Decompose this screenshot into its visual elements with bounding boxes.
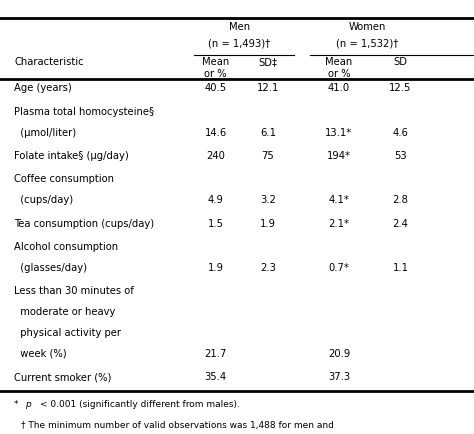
Text: 41.0: 41.0 [328,83,350,93]
Text: 3.2: 3.2 [260,195,276,205]
Text: 21.7: 21.7 [204,349,227,359]
Text: 35.4: 35.4 [205,372,227,382]
Text: SD: SD [393,57,408,67]
Text: 2.8: 2.8 [392,195,409,205]
Text: Plasma total homocysteine§: Plasma total homocysteine§ [14,107,155,117]
Text: (μmol/liter): (μmol/liter) [14,128,76,138]
Text: 6.1: 6.1 [260,128,276,138]
Text: Men: Men [229,22,250,32]
Text: SD‡: SD‡ [258,57,277,67]
Text: (n = 1,532)†: (n = 1,532)† [336,38,399,48]
Text: (glasses/day): (glasses/day) [14,263,87,273]
Text: Mean
or %: Mean or % [202,57,229,79]
Text: 1.9: 1.9 [260,219,276,229]
Text: 40.5: 40.5 [205,83,227,93]
Text: Age (years): Age (years) [14,83,72,93]
Text: 1.5: 1.5 [208,219,224,229]
Text: Coffee consumption: Coffee consumption [14,174,114,184]
Text: Folate intake§ (μg/day): Folate intake§ (μg/day) [14,151,129,161]
Text: Less than 30 minutes of: Less than 30 minutes of [14,286,134,296]
Text: Alcohol consumption: Alcohol consumption [14,242,118,252]
Text: *: * [14,400,22,409]
Text: (cups/day): (cups/day) [14,195,73,205]
Text: 1.1: 1.1 [392,263,409,273]
Text: 4.6: 4.6 [392,128,409,138]
Text: 75: 75 [262,151,274,161]
Text: (n = 1,493)†: (n = 1,493)† [208,38,271,48]
Text: < 0.001 (significantly different from males).: < 0.001 (significantly different from ma… [37,400,240,409]
Text: 20.9: 20.9 [328,349,350,359]
Text: 12.1: 12.1 [256,83,279,93]
Text: physical activity per: physical activity per [14,328,121,338]
Text: 194*: 194* [327,151,351,161]
Text: 53: 53 [394,151,407,161]
Text: 2.3: 2.3 [260,263,276,273]
Text: 37.3: 37.3 [328,372,350,382]
Text: moderate or heavy: moderate or heavy [14,307,116,317]
Text: 12.5: 12.5 [389,83,412,93]
Text: 2.1*: 2.1* [328,219,349,229]
Text: Current smoker (%): Current smoker (%) [14,372,111,382]
Text: Tea consumption (cups/day): Tea consumption (cups/day) [14,219,155,229]
Text: 14.6: 14.6 [205,128,227,138]
Text: † The minimum number of valid observations was 1,488 for men and: † The minimum number of valid observatio… [21,421,334,430]
Text: 240: 240 [206,151,225,161]
Text: 0.7*: 0.7* [328,263,349,273]
Text: Mean
or %: Mean or % [325,57,353,79]
Text: week (%): week (%) [14,349,67,359]
Text: Women: Women [349,22,386,32]
Text: Characteristic: Characteristic [14,57,84,67]
Text: p: p [25,400,30,409]
Text: 1.9: 1.9 [208,263,224,273]
Text: 13.1*: 13.1* [325,128,353,138]
Text: 2.4: 2.4 [392,219,409,229]
Text: 4.9: 4.9 [208,195,224,205]
Text: 4.1*: 4.1* [328,195,349,205]
